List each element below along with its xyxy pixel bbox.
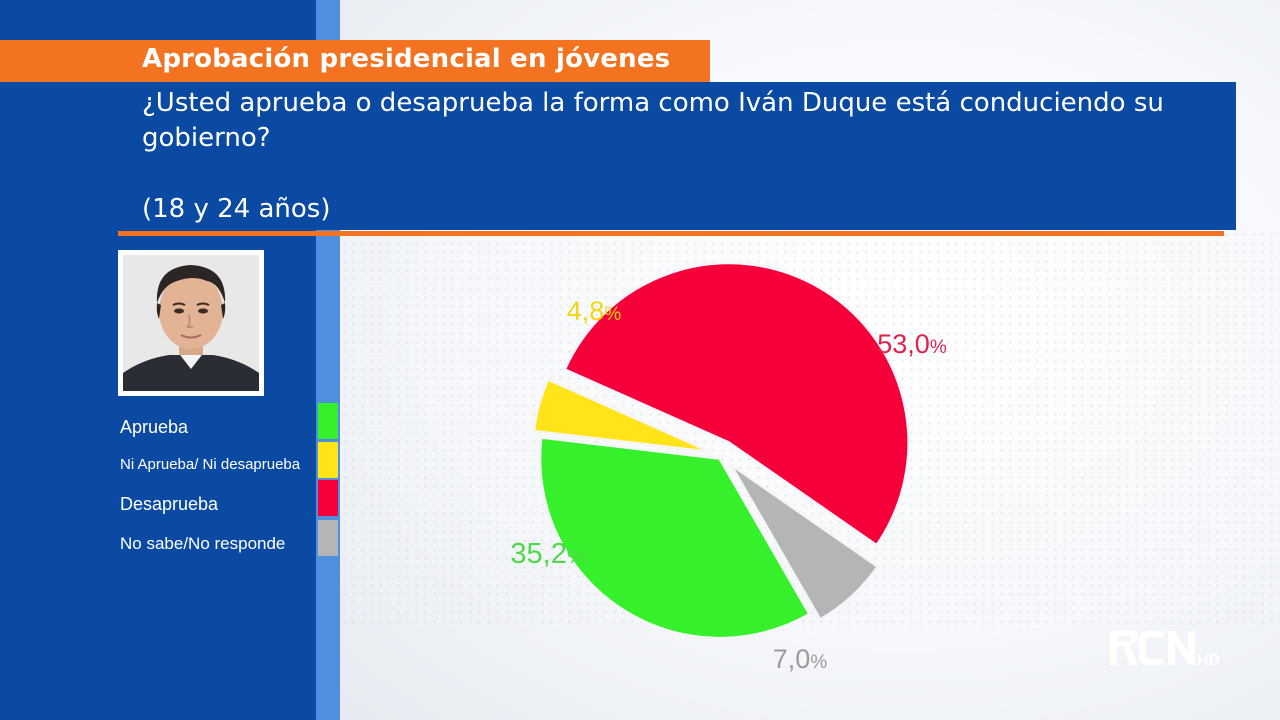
page-title: Aprobación presidencial en jóvenes xyxy=(142,44,671,74)
person-portrait-icon xyxy=(123,255,259,391)
legend-label-ni-aprueba: Ni Aprueba/ Ni desaprueba xyxy=(120,456,301,473)
data-label-desaprueba: 53,0% xyxy=(877,329,947,359)
title-underline xyxy=(118,231,1224,236)
legend-label-desaprueba: Desaprueba xyxy=(120,494,219,514)
question-text: ¿Usted aprueba o desaprueba la forma com… xyxy=(142,88,1164,153)
data-label-ni-aprueba-ni-desaprueba: 4,8% xyxy=(567,296,622,326)
legend-swatch-no-sabe xyxy=(318,520,338,556)
pie-slice-no-sabe-no-responde xyxy=(728,462,881,622)
legend-label-no-sabe: No sabe/No responde xyxy=(120,534,286,553)
data-label-aprueba: 35,2% xyxy=(510,538,585,570)
pie-slice-ni-aprueba-ni-desaprueba xyxy=(531,377,713,454)
pie-slice-desaprueba xyxy=(562,261,911,548)
rcn-hd-logo: HD xyxy=(1106,625,1226,673)
title-bar xyxy=(0,40,710,82)
legend-swatch-aprueba xyxy=(318,403,338,439)
pie-slice-aprueba xyxy=(538,435,812,640)
president-photo xyxy=(118,250,264,396)
question-box: ¿Usted aprueba o desaprueba la forma com… xyxy=(118,82,1236,230)
logo-hd-text: HD xyxy=(1197,652,1220,669)
age-group-text: (18 y 24 años) xyxy=(142,194,331,224)
legend-swatch-ni-aprueba xyxy=(318,442,338,478)
legend-swatch-desaprueba xyxy=(318,480,338,516)
data-label-no-sabe-no-responde: 7,0% xyxy=(773,644,828,674)
legend-label-aprueba: Aprueba xyxy=(120,417,189,437)
